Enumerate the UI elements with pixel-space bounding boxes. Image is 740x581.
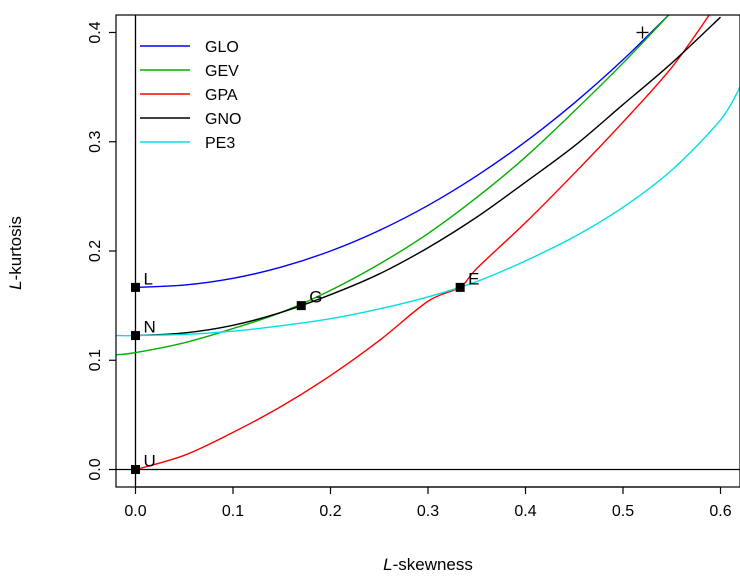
x-tick-label: 0.5	[612, 503, 634, 520]
point-label-e: E	[468, 269, 479, 288]
x-tick-label: 0.3	[417, 503, 439, 520]
x-tick-label: 0.0	[124, 503, 146, 520]
point-label-g: G	[309, 288, 322, 307]
x-tick-label: 0.4	[514, 503, 536, 520]
point-marker-g	[296, 301, 306, 311]
legend-label-glo: GLO	[205, 39, 239, 56]
point-marker-n	[131, 331, 140, 341]
y-tick-label: 0.0	[87, 458, 104, 480]
point-marker-l	[131, 282, 140, 292]
series-line-glo	[135, 15, 670, 289]
x-tick-label: 0.6	[709, 503, 731, 520]
legend-label-gpa: GPA	[205, 87, 238, 104]
y-axis: 0.0 0.1 0.2 0.3 0.4	[87, 21, 116, 481]
legend: GLO GEV GPA GNO PE3	[140, 39, 241, 152]
y-axis-title-rest: -kurtosis	[6, 216, 25, 280]
x-axis-title-rest: -skewness	[393, 555, 473, 574]
point-label-l: L	[144, 269, 153, 288]
series-line-pe3	[116, 86, 740, 337]
point-label-u: U	[144, 452, 156, 471]
legend-label-gno: GNO	[205, 111, 241, 128]
series-lines	[116, 15, 740, 471]
point-label-n: N	[144, 318, 156, 337]
reference-lines	[116, 15, 740, 487]
y-axis-title-italic: L	[6, 280, 25, 289]
y-tick-label: 0.1	[87, 349, 104, 371]
legend-label-gev: GEV	[205, 63, 239, 80]
y-tick-label: 0.4	[87, 21, 104, 43]
x-axis-title-italic: L	[383, 555, 392, 574]
y-axis-title: L-kurtosis	[6, 216, 25, 290]
x-tick-label: 0.1	[222, 503, 244, 520]
plus-marker	[636, 26, 649, 39]
series-line-gev	[116, 15, 670, 356]
series-line-gno	[135, 16, 721, 337]
labelled-points: L N U G E	[131, 26, 649, 475]
legend-label-pe3: PE3	[205, 135, 235, 152]
series-line-gpa	[135, 15, 711, 471]
x-axis-title: L-skewness	[383, 555, 473, 574]
y-tick-label: 0.3	[87, 131, 104, 153]
point-marker-u	[131, 465, 140, 475]
y-tick-label: 0.2	[87, 240, 104, 262]
x-axis: 0.0 0.1 0.2 0.3 0.4 0.5 0.6	[124, 486, 732, 520]
x-tick-label: 0.2	[319, 503, 341, 520]
point-marker-e	[455, 282, 465, 292]
